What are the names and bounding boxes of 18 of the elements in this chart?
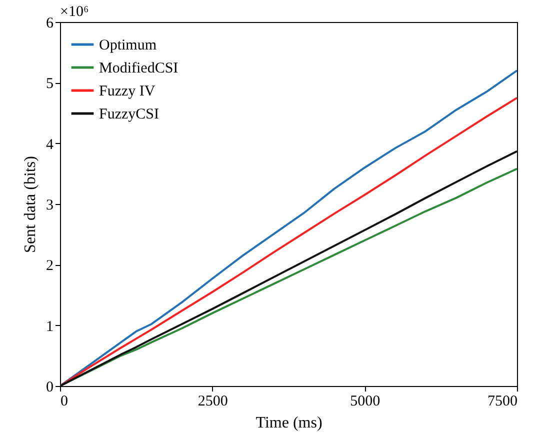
- x-tick-label: 5000: [350, 394, 380, 410]
- text: ×10⁶: [60, 4, 89, 20]
- y-axis-title: Sent data (bits): [22, 156, 39, 253]
- legend-label: Optimum: [99, 38, 157, 54]
- y-tick-label: 1: [46, 318, 54, 335]
- y-tick-label: 6: [46, 16, 54, 32]
- y-tick-label: 0: [46, 380, 54, 396]
- legend-label: Fuzzy IV: [99, 84, 156, 100]
- legend-label: FuzzyCSI: [99, 106, 160, 122]
- x-tick-label: 0: [60, 394, 68, 410]
- legend-label: ModifiedCSI: [99, 60, 178, 76]
- x-axis-title: Time (ms): [256, 414, 322, 432]
- y-tick-label: 3: [46, 198, 54, 214]
- y-tick-label: 2: [46, 258, 54, 274]
- x-tick-label: 7500: [488, 394, 518, 410]
- y-tick-label: 5: [46, 76, 54, 92]
- y-tick-label: 4: [46, 136, 54, 153]
- x-tick-label: 2500: [198, 394, 228, 410]
